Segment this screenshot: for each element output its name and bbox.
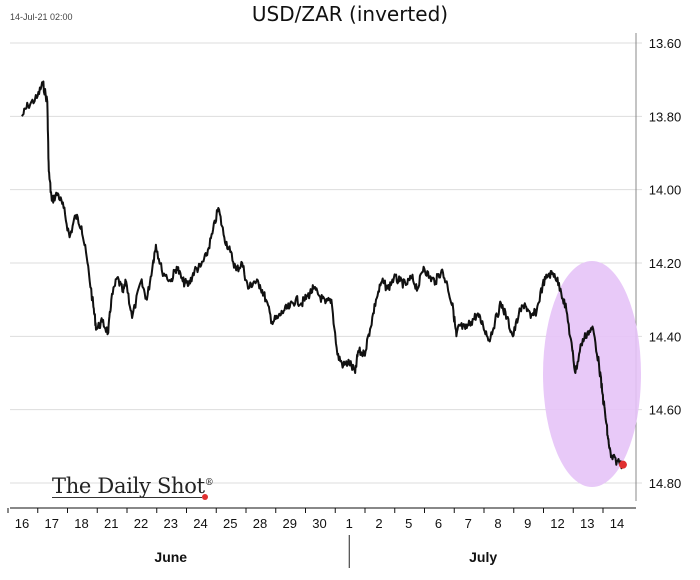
y-tick-label: 13.60: [649, 36, 682, 51]
y-tick-label: 14.40: [649, 329, 682, 344]
highlight-ellipse: [543, 261, 641, 487]
y-tick-label: 13.80: [649, 109, 682, 124]
last-point-marker: [618, 460, 627, 469]
x-tick-label: 8: [494, 516, 501, 531]
x-tick-label: 25: [223, 516, 237, 531]
x-tick-label: 28: [253, 516, 267, 531]
x-tick-label: 18: [74, 516, 88, 531]
x-tick-label: 5: [405, 516, 412, 531]
x-tick-label: 30: [312, 516, 326, 531]
logo-underline: [52, 497, 202, 498]
x-tick-label: 6: [435, 516, 442, 531]
x-tick-label: 1: [346, 516, 353, 531]
x-tick-label: 9: [524, 516, 531, 531]
x-tick-label: 21: [104, 516, 118, 531]
daily-shot-logo: The Daily Shot®: [52, 474, 214, 498]
month-label: July: [469, 549, 497, 565]
logo-text: The Daily Shot: [52, 474, 205, 498]
usdzar-line: [21, 80, 624, 470]
logo-mark: ®: [204, 478, 214, 488]
x-tick-label: 29: [283, 516, 297, 531]
x-tick-label: 22: [134, 516, 148, 531]
x-tick-label: 24: [193, 516, 207, 531]
y-tick-label: 14.60: [649, 403, 682, 418]
y-tick-label: 14.20: [649, 256, 682, 271]
y-tick-label: 14.00: [649, 183, 682, 198]
month-label: June: [154, 549, 187, 565]
x-tick-label: 14: [610, 516, 624, 531]
y-tick-label: 14.80: [649, 476, 682, 491]
x-tick-label: 13: [580, 516, 594, 531]
x-tick-label: 17: [45, 516, 59, 531]
x-tick-label: 7: [465, 516, 472, 531]
x-tick-label: 23: [164, 516, 178, 531]
x-tick-label: 2: [375, 516, 382, 531]
timestamp: 14-Jul-21 02:00: [10, 12, 73, 22]
x-tick-label: 16: [15, 516, 29, 531]
logo-dot: [202, 494, 208, 500]
chart-title: USD/ZAR (inverted): [251, 2, 449, 26]
x-tick-label: 12: [550, 516, 564, 531]
